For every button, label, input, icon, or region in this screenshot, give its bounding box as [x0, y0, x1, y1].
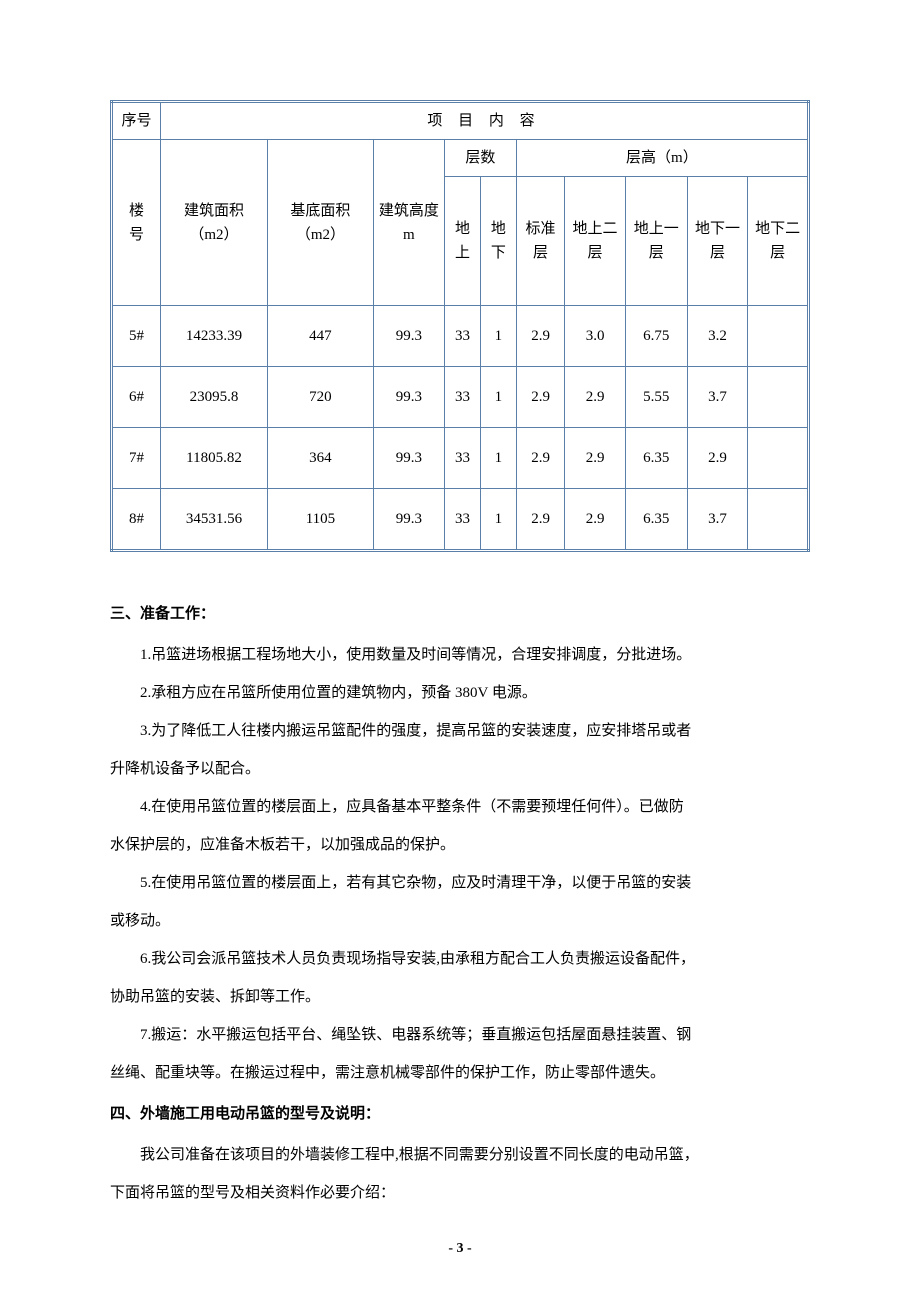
para: 下面将吊篮的型号及相关资料作必要介绍：: [110, 1178, 810, 1208]
table-cell: 1: [480, 367, 516, 428]
table-cell: 23095.8: [160, 367, 267, 428]
section-4-title: 四、外墙施工用电动吊篮的型号及说明：: [110, 1102, 810, 1126]
table-cell: [748, 306, 809, 367]
building-data-table: 序号 项 目 内 容 楼号 建筑面积（m2） 基底面积（m2） 建筑高度m 层数…: [110, 100, 810, 552]
table-cell: 3.7: [687, 367, 747, 428]
para: 1.吊篮进场根据工程场地大小，使用数量及时间等情况，合理安排调度，分批进场。: [110, 640, 810, 670]
th-dixia-er: 地下二层: [748, 177, 809, 306]
table-cell: 7#: [112, 428, 161, 489]
table-cell: 99.3: [373, 367, 444, 428]
table-cell: 447: [268, 306, 374, 367]
table-cell: 99.3: [373, 428, 444, 489]
page-number: - 3 -: [110, 1238, 810, 1260]
table-cell: 1: [480, 428, 516, 489]
table-cell: 33: [445, 489, 481, 551]
th-jianzhu-mianji: 建筑面积（m2）: [160, 140, 267, 306]
table-cell: 2.9: [565, 489, 625, 551]
para: 6.我公司会派吊篮技术人员负责现场指导安装,由承租方配合工人负责搬运设备配件，: [110, 944, 810, 974]
table-cell: 6#: [112, 367, 161, 428]
para: 2.承租方应在吊篮所使用位置的建筑物内，预备 380V 电源。: [110, 678, 810, 708]
table-cell: 364: [268, 428, 374, 489]
table-cell: 1105: [268, 489, 374, 551]
table-cell: [748, 489, 809, 551]
table-cell: 3.7: [687, 489, 747, 551]
para: 协助吊篮的安装、拆卸等工作。: [110, 982, 810, 1012]
table-cell: 33: [445, 367, 481, 428]
table-cell: 1: [480, 489, 516, 551]
para: 水保护层的，应准备木板若干，以加强成品的保护。: [110, 830, 810, 860]
table-cell: 2.9: [516, 306, 565, 367]
table-cell: 6.35: [625, 489, 687, 551]
para: 4.在使用吊篮位置的楼层面上，应具备基本平整条件（不需要预埋任何件）。已做防: [110, 792, 810, 822]
table-cell: 1: [480, 306, 516, 367]
table-cell: 5#: [112, 306, 161, 367]
table-cell: 6.35: [625, 428, 687, 489]
para: 我公司准备在该项目的外墙装修工程中,根据不同需要分别设置不同长度的电动吊篮，: [110, 1140, 810, 1170]
th-dishang: 地上: [445, 177, 481, 306]
table-cell: 34531.56: [160, 489, 267, 551]
table-cell: 6.75: [625, 306, 687, 367]
table-cell: 33: [445, 306, 481, 367]
para: 7.搬运：水平搬运包括平台、绳坠铁、电器系统等；垂直搬运包括屋面悬挂装置、钢: [110, 1020, 810, 1050]
th-cengshu: 层数: [445, 140, 517, 177]
table-cell: [748, 367, 809, 428]
th-xiangmu: 项 目 内 容: [160, 102, 808, 140]
th-jianzhu-gaodu: 建筑高度m: [373, 140, 444, 306]
table-cell: 2.9: [565, 367, 625, 428]
table-cell: 99.3: [373, 489, 444, 551]
th-biaozhun: 标准层: [516, 177, 565, 306]
th-dixia-yi: 地下一层: [687, 177, 747, 306]
para: 5.在使用吊篮位置的楼层面上，若有其它杂物，应及时清理干净，以便于吊篮的安装: [110, 868, 810, 898]
table-cell: 99.3: [373, 306, 444, 367]
table-cell: 720: [268, 367, 374, 428]
th-cenggao: 层高（m）: [516, 140, 808, 177]
table-cell: [748, 428, 809, 489]
section-3-title: 三、准备工作：: [110, 602, 810, 626]
th-louhao: 楼号: [112, 140, 161, 306]
table-cell: 2.9: [516, 428, 565, 489]
th-xuhao: 序号: [112, 102, 161, 140]
table-cell: 14233.39: [160, 306, 267, 367]
table-cell: 5.55: [625, 367, 687, 428]
table-cell: 33: [445, 428, 481, 489]
para: 丝绳、配重块等。在搬运过程中，需注意机械零部件的保护工作，防止零部件遗失。: [110, 1058, 810, 1088]
th-dixia: 地下: [480, 177, 516, 306]
th-dishang-yi: 地上一层: [625, 177, 687, 306]
para: 升降机设备予以配合。: [110, 754, 810, 784]
para: 或移动。: [110, 906, 810, 936]
table-cell: 2.9: [565, 428, 625, 489]
table-cell: 2.9: [687, 428, 747, 489]
table-cell: 2.9: [516, 367, 565, 428]
para: 3.为了降低工人往楼内搬运吊篮配件的强度，提高吊篮的安装速度，应安排塔吊或者: [110, 716, 810, 746]
th-jidi-mianji: 基底面积（m2）: [268, 140, 374, 306]
table-cell: 2.9: [516, 489, 565, 551]
table-cell: 3.0: [565, 306, 625, 367]
th-dishang-er: 地上二层: [565, 177, 625, 306]
table-cell: 11805.82: [160, 428, 267, 489]
table-cell: 8#: [112, 489, 161, 551]
table-cell: 3.2: [687, 306, 747, 367]
